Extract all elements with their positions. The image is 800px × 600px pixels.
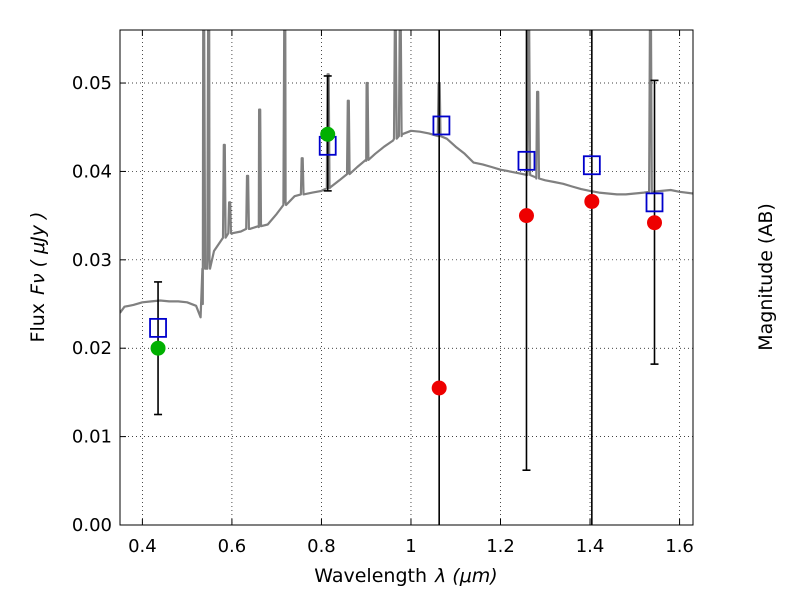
y-tick-label: 0.04 xyxy=(72,161,112,182)
axis-ticks: 0.4 0.6 0.8 1 1.2 1.4 1.6 0.00 0.01 0.02 0.03 0.04 0… xyxy=(72,30,694,557)
x-tick-label: 0.8 xyxy=(307,536,336,557)
x-tick-label: 1 xyxy=(405,536,416,557)
plot-background xyxy=(120,30,693,525)
x-tick-label: 1.6 xyxy=(665,536,694,557)
spectrum-line xyxy=(120,30,693,319)
x-axis-label-text: Wavelength xyxy=(314,565,427,587)
y2-axis-label: Magnitude (AB) xyxy=(755,203,777,351)
model-marker xyxy=(645,192,664,213)
y-tick-label: 0.00 xyxy=(72,515,112,536)
upper-limit-marker xyxy=(584,193,600,209)
model-marker xyxy=(432,115,451,136)
detection-marker xyxy=(150,340,166,356)
upper-limit-marker xyxy=(431,380,447,396)
plot-frame xyxy=(119,29,694,526)
model-marker xyxy=(582,155,601,176)
x-axis-label-symbol: λ (μm) xyxy=(434,565,498,587)
model-marker xyxy=(517,150,536,171)
y-tick-label: 0.01 xyxy=(72,427,112,448)
x-tick-label: 1.2 xyxy=(486,536,515,557)
y-axis-label-symbol: Fν ( μJy ) xyxy=(27,212,49,295)
x-tick-label: 0.6 xyxy=(218,536,247,557)
model-marker xyxy=(149,317,167,338)
y-tick-label: 0.03 xyxy=(72,250,112,271)
x-axis-label: Wavelength λ (μm) xyxy=(314,565,497,587)
detection-marker xyxy=(320,126,336,142)
grid-lines xyxy=(120,30,693,526)
y-axis-label: Flux Fν ( μJy ) xyxy=(27,212,49,343)
y-tick-label: 0.05 xyxy=(72,73,112,94)
y-tick-label: 0.02 xyxy=(72,338,112,359)
upper-limit-marker xyxy=(647,215,663,231)
x-tick-label: 1.4 xyxy=(576,536,605,557)
upper-limit-marker xyxy=(518,208,534,224)
y-axis-label-text: Flux xyxy=(27,303,49,343)
plot-area xyxy=(120,30,693,525)
x-tick-label: 0.4 xyxy=(128,536,157,557)
